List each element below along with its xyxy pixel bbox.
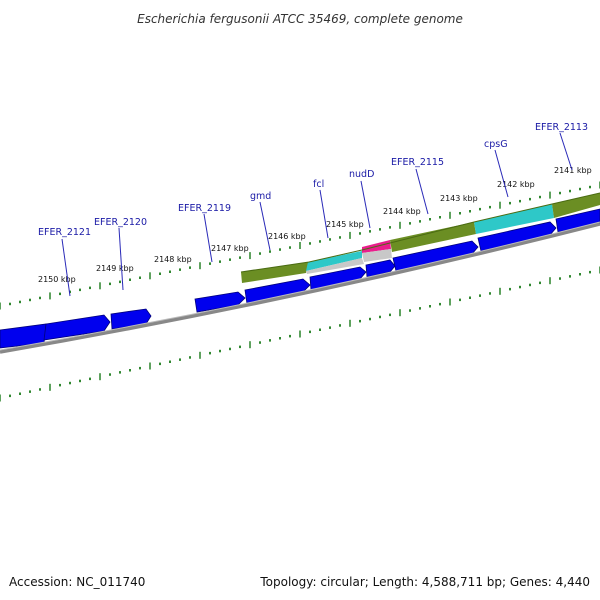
gc-segment-gray: [306, 258, 364, 274]
kbp-labels: 2150 kbp 2149 kbp 2148 kbp 2147 kbp 2146…: [38, 166, 592, 284]
kbp-label-2147: 2147 kbp: [211, 244, 249, 253]
gene-arrow-fcl: [309, 266, 367, 291]
kbp-label-2149: 2149 kbp: [96, 264, 134, 273]
genome-backbone: [0, 222, 600, 354]
gene-label-nudD: nudD: [349, 169, 374, 180]
gc-segment-gray-2: [362, 249, 392, 262]
gene-arrow-nudD: [365, 259, 396, 278]
gene-arrow-gmd: [244, 278, 311, 305]
gene-track: [0, 208, 600, 349]
accession-label: Accession: NC_011740: [9, 575, 145, 589]
gene-labels: EFER_2121 EFER_2120 EFER_2119 gmd fcl nu…: [38, 122, 588, 238]
leader-2115: [415, 168, 429, 215]
gene-arrow-2115: [392, 240, 479, 272]
kbp-label-2143: 2143 kbp: [440, 194, 478, 203]
gc-segment-cyan-1: [306, 251, 362, 271]
leader-2113: [559, 132, 573, 171]
gene-arrow-cpsG: [477, 221, 557, 252]
leader-2120: [118, 227, 124, 291]
inner-tick-track: [0, 266, 600, 402]
genome-backbone-highlight: [0, 221, 600, 351]
gc-track: [240, 192, 600, 283]
kbp-label-2142: 2142 kbp: [497, 180, 535, 189]
gc-segment-olive-left: [241, 262, 309, 283]
kbp-label-2144: 2144 kbp: [383, 207, 421, 216]
gc-segment-cyan-2: [474, 204, 554, 234]
leader-nudD: [360, 180, 371, 229]
leader-2121: [61, 238, 71, 297]
kbp-label-2148: 2148 kbp: [154, 255, 192, 264]
gene-arrow-2121-b: [43, 314, 111, 341]
kbp-label-2150: 2150 kbp: [38, 275, 76, 284]
gene-arrow-2119: [194, 291, 246, 313]
gene-label-efer-2120: EFER_2120: [94, 217, 147, 228]
gene-label-efer-2121: EFER_2121: [38, 227, 91, 238]
kbp-label-2146: 2146 kbp: [268, 232, 306, 241]
gene-label-cpsG: cpsG: [484, 139, 508, 150]
gene-arrow-2113: [555, 208, 600, 233]
gene-label-efer-2115: EFER_2115: [391, 157, 444, 168]
gene-label-fcl: fcl: [313, 179, 324, 190]
leader-cpsG: [494, 149, 509, 198]
map-title: Escherichia fergusonii ATCC 35469, compl…: [137, 12, 463, 26]
outer-tick-track: [0, 181, 600, 310]
leader-gmd: [259, 201, 271, 251]
gc-track-outline: [240, 192, 600, 273]
gc-segment-olive-mid: [390, 222, 476, 252]
gene-label-efer-2113: EFER_2113: [535, 122, 588, 133]
leader-fcl: [319, 189, 329, 239]
leader-2119: [203, 213, 213, 263]
gene-label-gmd: gmd: [250, 191, 271, 202]
genome-summary: Topology: circular; Length: 4,588,711 bp…: [259, 575, 590, 589]
gene-leader-lines: [61, 132, 573, 297]
gc-segment-olive-right: [552, 193, 600, 218]
kbp-label-2145: 2145 kbp: [326, 220, 364, 229]
kbp-label-2141: 2141 kbp: [554, 166, 592, 175]
gene-label-efer-2119: EFER_2119: [178, 203, 231, 214]
